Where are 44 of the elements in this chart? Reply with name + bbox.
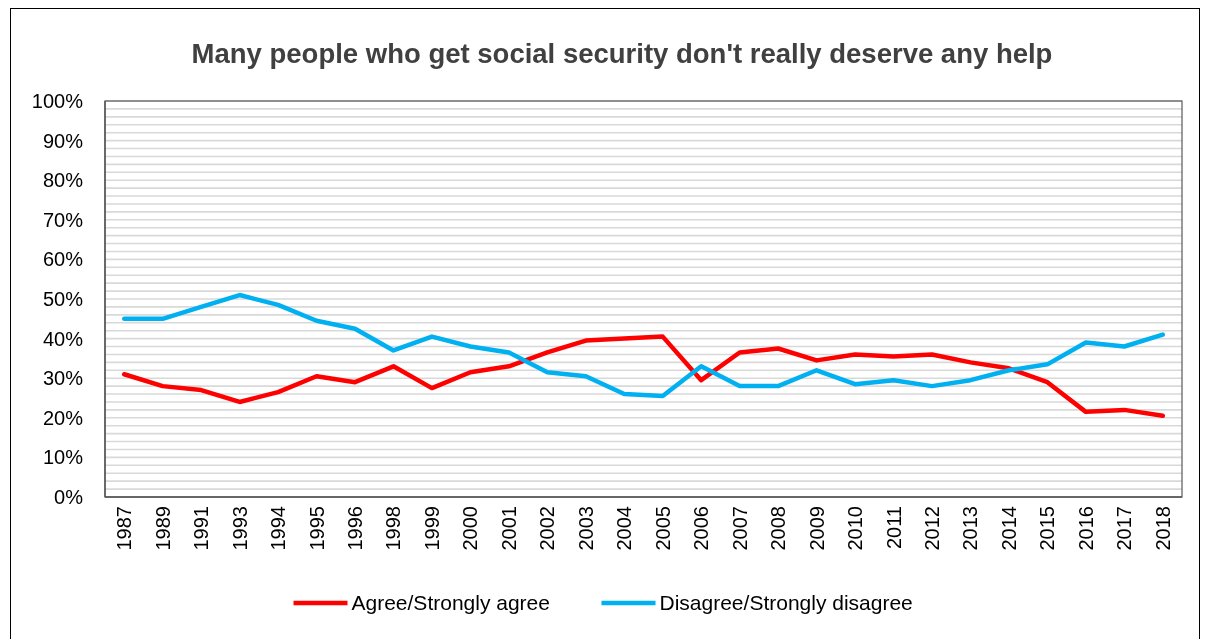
x-tick-label: 2018 xyxy=(1151,506,1174,551)
x-tick-label: 2009 xyxy=(805,506,828,551)
x-tick-label: 1987 xyxy=(113,506,136,551)
x-tick-label: 1995 xyxy=(305,506,328,551)
y-tick-label: 50% xyxy=(42,288,84,310)
x-tick-label: 1999 xyxy=(420,506,443,551)
x-tick-label: 2004 xyxy=(613,506,636,551)
x-tick-label: 2012 xyxy=(920,506,943,551)
x-tick-label: 1996 xyxy=(344,506,367,551)
x-tick-label: 1994 xyxy=(267,506,290,551)
x-tick-label: 2007 xyxy=(728,506,751,551)
x-tick-label: 1991 xyxy=(190,506,213,551)
x-tick-label: 2000 xyxy=(459,506,482,551)
x-tick-label: 2017 xyxy=(1113,506,1136,551)
x-tick-label: 2002 xyxy=(536,506,559,551)
y-tick-label: 60% xyxy=(42,248,84,271)
chart-title: Many people who get social security don't really deserve any help xyxy=(191,38,1053,69)
y-tick-label: 80% xyxy=(42,169,84,192)
y-tick-label: 30% xyxy=(42,367,84,390)
x-tick-label: 1993 xyxy=(228,506,251,551)
x-tick-label: 2014 xyxy=(997,506,1020,551)
y-tick-label: 20% xyxy=(42,406,84,429)
y-tick-label: 70% xyxy=(42,208,84,231)
legend-label: Disagree/Strongly disagree xyxy=(659,591,913,615)
y-tick-label: 10% xyxy=(42,446,84,469)
x-tick-label: 2016 xyxy=(1074,506,1097,551)
line-series xyxy=(121,334,1166,419)
x-tick-label: 1998 xyxy=(382,506,405,551)
x-tick-label: 2003 xyxy=(574,506,597,551)
x-tick-label: 2001 xyxy=(497,506,520,551)
x-tick-label: 2011 xyxy=(882,506,905,550)
y-tick-label: 90% xyxy=(42,129,84,152)
y-tick-label: 0% xyxy=(54,486,84,508)
y-tick-label: 100% xyxy=(31,90,84,112)
x-tick-label: 2008 xyxy=(767,506,790,551)
line-series xyxy=(121,292,1166,399)
legend-label: Agree/Strongly agree xyxy=(351,591,550,615)
x-tick-label: 1989 xyxy=(151,506,174,551)
x-tick-label: 2006 xyxy=(690,506,713,551)
x-tick-label: 2005 xyxy=(651,506,674,551)
x-tick-label: 2010 xyxy=(844,506,867,551)
x-tick-label: 2013 xyxy=(959,506,982,551)
x-tick-label: 2015 xyxy=(1036,506,1059,551)
y-tick-label: 40% xyxy=(42,327,84,350)
